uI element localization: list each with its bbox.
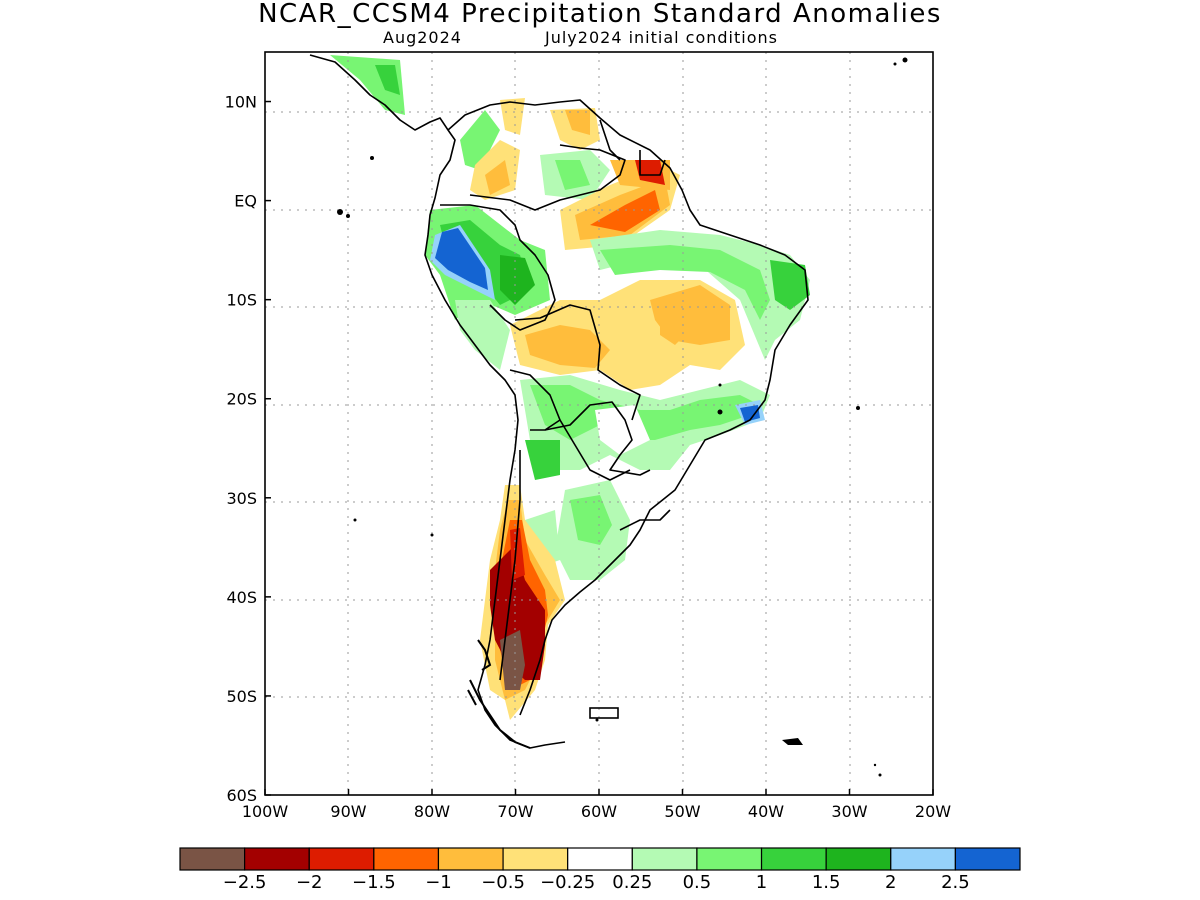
anomaly-region <box>525 510 560 565</box>
colorbar-swatch <box>760 847 827 871</box>
anomaly-region <box>570 495 612 545</box>
colorbar-label: −2 <box>296 872 323 893</box>
x-tick-label: 100W <box>242 802 289 821</box>
x-tick-label: 20W <box>915 802 951 821</box>
colorbar-label: 1 <box>756 872 767 893</box>
colorbar-label: −1.5 <box>352 872 396 893</box>
x-tick-label: 80W <box>414 802 450 821</box>
x-tick-label: 30W <box>831 802 867 821</box>
map-title: NCAR_CCSM4 Precipitation Standard Anomal… <box>258 0 942 29</box>
colorbar-swatch <box>825 847 892 871</box>
colorbar-swatch <box>373 847 440 871</box>
colorbar-swatch <box>696 847 763 871</box>
anomaly-region <box>530 385 760 440</box>
colorbar-label: −2.5 <box>223 872 267 893</box>
anomaly-field <box>330 55 810 720</box>
anomaly-region <box>525 440 560 480</box>
anomaly-region <box>740 405 760 422</box>
colorbar-label: 2.5 <box>941 872 970 893</box>
y-tick-label: 20S <box>226 390 257 409</box>
anomaly-region <box>500 98 525 135</box>
fjords <box>467 639 531 749</box>
anomaly-region <box>590 230 810 360</box>
colorbar-swatch <box>179 847 246 871</box>
y-tick-label: 50S <box>226 687 257 706</box>
anomaly-region <box>455 300 510 370</box>
islands <box>337 57 908 777</box>
anomaly-region <box>500 255 535 305</box>
coastlines <box>309 54 809 749</box>
anomaly-region <box>595 405 650 455</box>
colorbar-swatch <box>954 847 1021 871</box>
anomaly-region <box>555 160 590 190</box>
anomaly-region <box>660 310 690 345</box>
anomaly-region <box>460 110 500 170</box>
x-tick-label: 50W <box>664 802 700 821</box>
colorbar-label: 1.5 <box>812 872 841 893</box>
colorbar-label: −1 <box>425 872 452 893</box>
x-tick-label: 70W <box>497 802 533 821</box>
x-tick-label: 60W <box>581 802 617 821</box>
anomaly-region <box>565 110 590 135</box>
y-tick-label: 10N <box>225 93 257 112</box>
colorbar-label: −0.25 <box>540 872 595 893</box>
colorbar-swatch <box>437 847 504 871</box>
y-tick-label: EQ <box>234 192 257 211</box>
forecast-month: Aug2024 <box>383 28 462 47</box>
colorbar-swatch <box>631 847 698 871</box>
y-tick-label: 40S <box>226 588 257 607</box>
colorbar-swatch <box>308 847 375 871</box>
colorbar-swatch <box>244 847 310 871</box>
x-tick-label: 90W <box>330 802 366 821</box>
x-tick-label: 40W <box>748 802 784 821</box>
y-axis: 10N EQ 10S 20S 30S 40S 50S 60S <box>225 93 271 805</box>
anomaly-region <box>435 228 488 290</box>
anomaly-region <box>770 260 810 310</box>
colorbar-swatch <box>567 847 633 871</box>
colorbar: −2.5 −2 −1.5 −1 −0.5 −0.25 0.25 0.5 1 1.5 2 2.5 <box>179 847 1021 893</box>
colorbar-label: −0.5 <box>481 872 525 893</box>
y-tick-label: 60S <box>226 786 257 805</box>
anomaly-region <box>635 160 665 185</box>
initial-conditions: July2024 initial conditions <box>545 28 778 47</box>
anomaly-region <box>485 160 510 195</box>
colorbar-label: 2 <box>885 872 896 893</box>
anomaly-region <box>600 245 770 320</box>
colorbar-label: 0.5 <box>683 872 712 893</box>
anomaly-region <box>500 630 525 690</box>
colorbar-label: 0.25 <box>612 872 652 893</box>
anomaly-region <box>375 65 400 95</box>
anomaly-region <box>590 190 660 232</box>
y-tick-label: 30S <box>226 489 257 508</box>
y-tick-label: 10S <box>226 291 257 310</box>
colorbar-swatch <box>502 847 569 871</box>
colorbar-swatch <box>890 847 956 871</box>
anomaly-region <box>525 325 610 368</box>
x-axis: 100W 90W 80W 70W 60W 50W 40W 30W 20W <box>242 789 951 821</box>
